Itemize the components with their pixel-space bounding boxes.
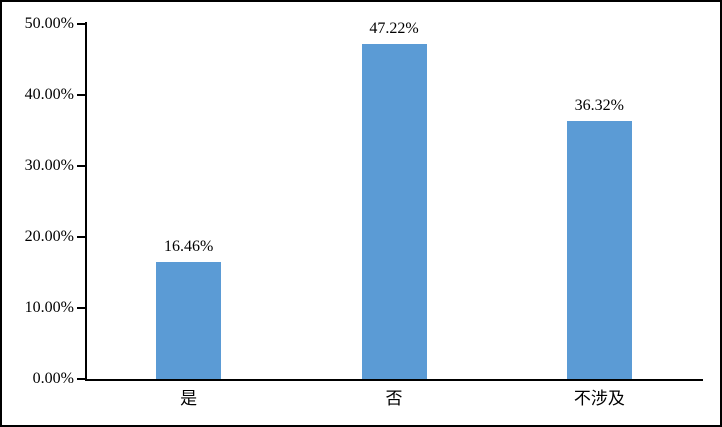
y-tick-label: 30.00% (24, 157, 74, 174)
y-tick-mark (77, 307, 85, 309)
x-category-label: 是 (180, 389, 198, 408)
x-category-label: 不涉及 (573, 389, 625, 408)
bar-value-label: 47.22% (369, 19, 419, 37)
y-tick-label: 10.00% (24, 299, 74, 316)
bar (156, 262, 222, 379)
y-tick-label: 40.00% (24, 86, 74, 103)
y-tick-label: 50.00% (24, 15, 74, 32)
x-axis-line (85, 379, 703, 381)
y-tick-mark (77, 236, 85, 238)
y-tick-mark (77, 23, 85, 25)
y-tick-mark (77, 165, 85, 167)
bar (566, 121, 632, 379)
y-tick-label: 0.00% (32, 370, 74, 387)
y-tick-mark (77, 94, 85, 96)
x-category-label: 否 (385, 389, 403, 408)
y-axis-line (85, 22, 87, 381)
bar-value-label: 16.46% (163, 238, 214, 256)
y-tick-mark (77, 378, 85, 380)
bar-value-label: 36.32% (574, 97, 624, 115)
y-tick-label: 20.00% (24, 228, 74, 245)
bar (361, 43, 427, 379)
